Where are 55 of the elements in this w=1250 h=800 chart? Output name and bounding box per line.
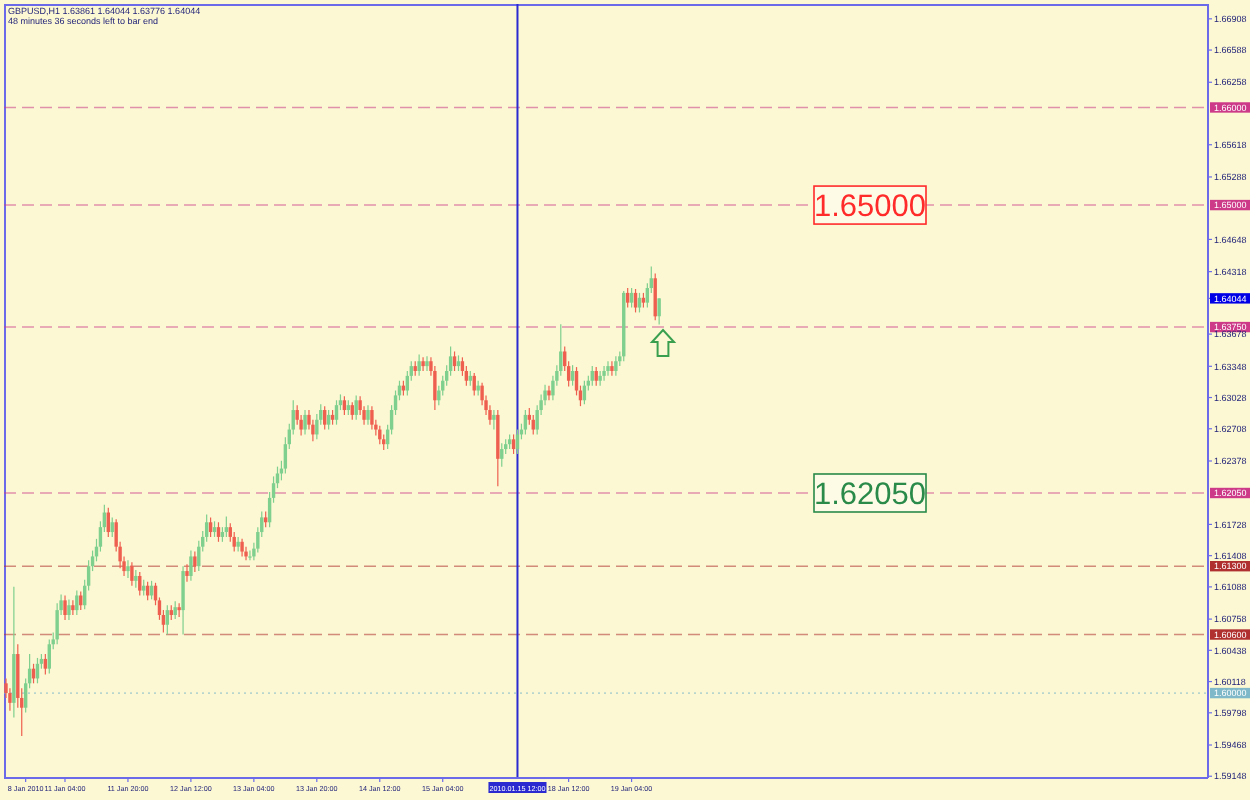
candlestick bbox=[208, 516, 213, 538]
candlestick bbox=[614, 355, 618, 377]
candlestick bbox=[326, 409, 331, 431]
candlestick bbox=[606, 360, 610, 377]
candlestick bbox=[177, 602, 181, 618]
candlestick bbox=[232, 531, 236, 553]
candlestick bbox=[67, 598, 71, 621]
candlestick bbox=[500, 442, 504, 468]
candlestick bbox=[323, 405, 327, 431]
candlestick bbox=[370, 405, 374, 431]
candlestick bbox=[75, 590, 79, 616]
candlestick bbox=[417, 353, 421, 377]
candlestick bbox=[110, 516, 114, 538]
candlestick bbox=[547, 385, 551, 401]
candlestick bbox=[598, 370, 602, 387]
candlestick bbox=[47, 638, 51, 675]
candlestick bbox=[303, 409, 307, 436]
candlestick bbox=[63, 594, 67, 621]
candlestick bbox=[602, 365, 606, 382]
candlestick bbox=[594, 366, 598, 387]
candlestick bbox=[126, 559, 130, 579]
candlestick bbox=[452, 350, 457, 372]
candlestick bbox=[421, 356, 425, 372]
candlestick bbox=[472, 372, 476, 396]
candlestick bbox=[138, 571, 142, 597]
annotation: 1.62050 bbox=[813, 478, 927, 512]
candlestick bbox=[492, 409, 496, 431]
candlestick bbox=[236, 536, 240, 553]
candlestick bbox=[43, 653, 48, 676]
candlestick bbox=[570, 364, 575, 387]
candlestick bbox=[515, 428, 520, 455]
candlestick bbox=[244, 546, 248, 561]
candlestick bbox=[79, 590, 83, 611]
candlestick bbox=[590, 365, 594, 387]
candlestick bbox=[55, 602, 59, 645]
candlestick bbox=[625, 287, 630, 309]
candlestick bbox=[629, 287, 634, 309]
candlestick bbox=[334, 399, 339, 426]
candlestick bbox=[496, 409, 500, 487]
candlestick bbox=[189, 549, 193, 582]
candlestick bbox=[366, 404, 370, 426]
candlestick bbox=[633, 288, 638, 314]
candlestick bbox=[181, 565, 185, 636]
candlestick bbox=[610, 360, 614, 377]
candlestick bbox=[433, 365, 437, 411]
candlestick bbox=[130, 561, 134, 587]
candlestick bbox=[425, 355, 429, 372]
candlestick bbox=[531, 414, 535, 436]
candlestick bbox=[248, 549, 252, 561]
candlestick bbox=[657, 297, 661, 326]
candlestick bbox=[193, 550, 197, 573]
candlestick bbox=[185, 563, 189, 583]
candlestick bbox=[71, 599, 75, 616]
annotation: 1.65000 bbox=[813, 190, 927, 225]
candlestick bbox=[354, 394, 358, 421]
